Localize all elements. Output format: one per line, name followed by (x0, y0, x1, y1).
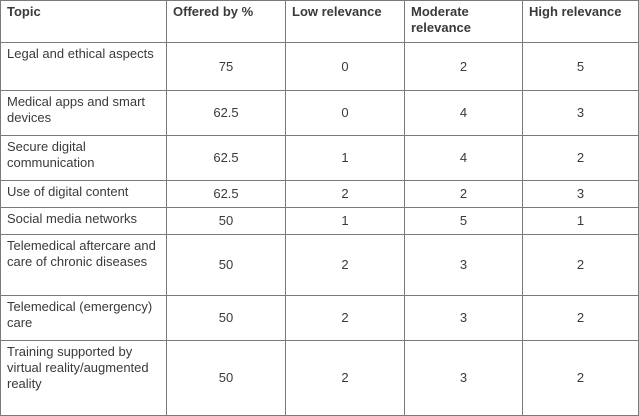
offered-cell: 62.5 (166, 180, 286, 208)
table-row: Training supported by virtual reality/au… (0, 340, 639, 416)
high-cell: 2 (522, 135, 639, 181)
high-cell: 2 (522, 340, 639, 416)
topic-cell: Legal and ethical aspects (0, 42, 167, 91)
offered-cell: 62.5 (166, 90, 286, 136)
header-low-relevance: Low relevance (285, 0, 405, 43)
offered-cell: 50 (166, 295, 286, 341)
offered-cell: 50 (166, 234, 286, 296)
low-cell: 2 (285, 180, 405, 208)
moderate-cell: 4 (404, 135, 523, 181)
offered-cell: 62.5 (166, 135, 286, 181)
low-cell: 0 (285, 42, 405, 91)
header-row: Topic Offered by % Low relevance Moderat… (0, 0, 639, 43)
table-row: Legal and ethical aspects 75 0 2 5 (0, 42, 639, 91)
high-cell: 2 (522, 234, 639, 296)
low-cell: 1 (285, 207, 405, 235)
moderate-cell: 5 (404, 207, 523, 235)
low-cell: 0 (285, 90, 405, 136)
high-cell: 2 (522, 295, 639, 341)
table-row: Social media networks 50 1 5 1 (0, 207, 639, 235)
moderate-cell: 2 (404, 42, 523, 91)
table-row: Telemedical (emergency) care 50 2 3 2 (0, 295, 639, 341)
topic-cell: Secure digital communication (0, 135, 167, 181)
header-moderate-relevance: Moderate relevance (404, 0, 523, 43)
header-high-relevance: High relevance (522, 0, 639, 43)
topic-cell: Telemedical (emergency) care (0, 295, 167, 341)
moderate-cell: 3 (404, 340, 523, 416)
high-cell: 3 (522, 180, 639, 208)
moderate-cell: 3 (404, 295, 523, 341)
low-cell: 1 (285, 135, 405, 181)
topic-cell: Social media networks (0, 207, 167, 235)
topic-cell: Telemedical aftercare and care of chroni… (0, 234, 167, 296)
table-row: Telemedical aftercare and care of chroni… (0, 234, 639, 296)
topic-cell: Training supported by virtual reality/au… (0, 340, 167, 416)
low-cell: 2 (285, 340, 405, 416)
table-row: Secure digital communication 62.5 1 4 2 (0, 135, 639, 181)
header-offered-by: Offered by % (166, 0, 286, 43)
high-cell: 5 (522, 42, 639, 91)
topic-cell: Medical apps and smart devices (0, 90, 167, 136)
high-cell: 1 (522, 207, 639, 235)
header-topic: Topic (0, 0, 167, 43)
moderate-cell: 4 (404, 90, 523, 136)
high-cell: 3 (522, 90, 639, 136)
offered-cell: 75 (166, 42, 286, 91)
low-cell: 2 (285, 234, 405, 296)
moderate-cell: 2 (404, 180, 523, 208)
topic-cell: Use of digital content (0, 180, 167, 208)
moderate-cell: 3 (404, 234, 523, 296)
low-cell: 2 (285, 295, 405, 341)
offered-cell: 50 (166, 340, 286, 416)
table-row: Medical apps and smart devices 62.5 0 4 … (0, 90, 639, 136)
table-row: Use of digital content 62.5 2 2 3 (0, 180, 639, 208)
offered-cell: 50 (166, 207, 286, 235)
